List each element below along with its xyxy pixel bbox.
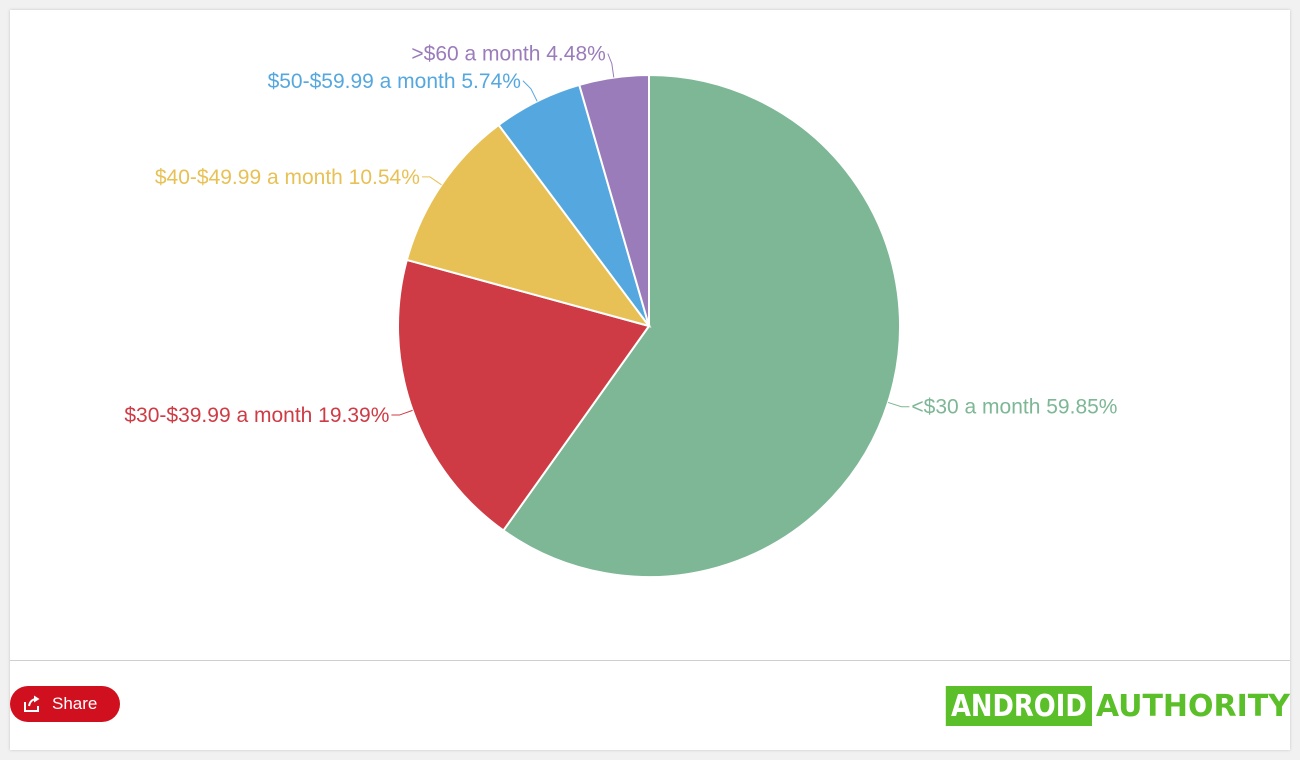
share-button[interactable]: Share xyxy=(10,686,120,722)
leader-line xyxy=(522,80,538,102)
slice-label: $30-$39.99 a month 19.39% xyxy=(124,404,389,427)
slice-label: $50-$59.99 a month 5.74% xyxy=(268,70,521,93)
share-label: Share xyxy=(52,694,98,713)
slice-label: >$60 a month 4.48% xyxy=(411,43,605,66)
logo-authority: AUTHORITY xyxy=(1095,688,1290,724)
slice-30-39[interactable] xyxy=(397,258,651,532)
share-icon xyxy=(24,695,40,712)
leader-line xyxy=(421,176,442,186)
slice-under-30[interactable] xyxy=(501,73,901,578)
slice-label: <$30 a month 59.85% xyxy=(911,396,1117,419)
slice-40-49[interactable] xyxy=(405,123,652,328)
logo-android: ANDROID xyxy=(945,686,1092,726)
chart-card: <$30 a month 59.85% $30-$39.99 a month 19… xyxy=(10,10,1290,750)
leader-line xyxy=(607,53,615,78)
leader-line xyxy=(391,409,413,416)
footer-divider xyxy=(10,660,1290,661)
pie-slices xyxy=(397,73,901,578)
slice-labels: <$30 a month 59.85% $30-$39.99 a month 19… xyxy=(124,43,1117,427)
label-leader-lines xyxy=(391,53,910,416)
leader-line xyxy=(887,401,910,408)
slice-label: $40-$49.99 a month 10.54% xyxy=(155,166,420,189)
android-authority-logo: ANDROID AUTHORITY xyxy=(922,686,1290,726)
pie-chart: <$30 a month 59.85% $30-$39.99 a month 19… xyxy=(124,43,1117,578)
